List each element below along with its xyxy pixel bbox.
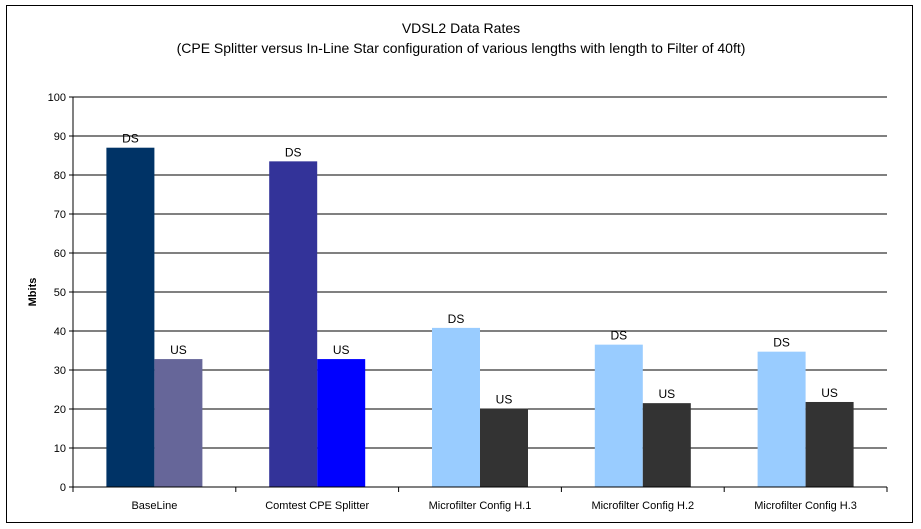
- y-tick-label: 90: [54, 131, 66, 143]
- y-tick-label: 50: [54, 287, 66, 299]
- y-tick-label: 70: [54, 209, 66, 221]
- bar: [480, 408, 528, 487]
- bar: [432, 327, 480, 487]
- y-tick-label: 20: [54, 404, 66, 416]
- y-tick-label: 30: [54, 365, 66, 377]
- x-tick-label: Microfilter Config H.3: [754, 500, 857, 512]
- y-tick-label: 40: [54, 326, 66, 338]
- data-label: US: [170, 343, 187, 357]
- bars: [106, 147, 854, 487]
- y-tick-label: 10: [54, 443, 66, 455]
- y-tick-label: 100: [48, 92, 66, 104]
- chart-subtitle: (CPE Splitter versus In-Line Star config…: [177, 40, 746, 56]
- x-tick-label: BaseLine: [131, 500, 177, 512]
- data-label: US: [658, 387, 675, 401]
- x-tick-label: Microfilter Config H.2: [591, 500, 694, 512]
- chart-svg: VDSL2 Data Rates (CPE Splitter versus In…: [27, 20, 888, 512]
- data-label: US: [333, 343, 350, 357]
- data-label: DS: [448, 312, 465, 326]
- x-tick-label: Comtest CPE Splitter: [265, 500, 369, 512]
- data-label: DS: [610, 329, 627, 343]
- data-labels: DS US DS US DS US DS US DS US: [122, 132, 838, 407]
- chart-frame: VDSL2 Data Rates (CPE Splitter versus In…: [6, 5, 913, 523]
- x-tick-label: Microfilter Config H.1: [429, 500, 532, 512]
- bar: [154, 359, 203, 487]
- y-axis-label: Mbits: [27, 278, 39, 307]
- y-tick-label: 60: [54, 248, 66, 260]
- bar: [805, 401, 854, 487]
- data-label: DS: [285, 145, 302, 159]
- bar: [594, 344, 643, 487]
- axes: 0 10 20 30 40 50 60 70 80 90 100 BaseLine Comtest CP…: [48, 92, 888, 512]
- data-label: DS: [122, 132, 139, 146]
- bar: [317, 359, 366, 487]
- bar: [757, 351, 806, 487]
- bar: [269, 161, 318, 487]
- data-label: DS: [773, 336, 790, 350]
- y-tick-label: 80: [54, 170, 66, 182]
- chart-title: VDSL2 Data Rates: [402, 20, 520, 36]
- gridlines: [73, 96, 887, 449]
- data-label: US: [821, 386, 838, 400]
- y-tick-label: 0: [60, 482, 66, 494]
- bar: [106, 147, 155, 487]
- bar: [642, 403, 691, 487]
- data-label: US: [496, 393, 513, 407]
